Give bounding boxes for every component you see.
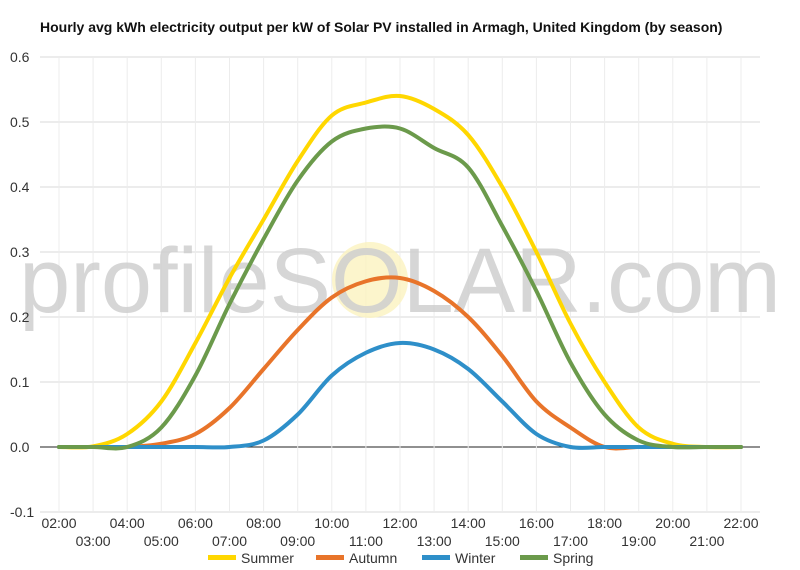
x-tick-label: 02:00: [41, 515, 76, 531]
x-tick-label: 05:00: [144, 533, 179, 549]
x-tick-label: 09:00: [280, 533, 315, 549]
x-tick-label: 21:00: [689, 533, 724, 549]
legend-label-spring: Spring: [553, 550, 593, 566]
chart-title: Hourly avg kWh electricity output per kW…: [40, 19, 723, 35]
x-tick-label: 03:00: [76, 533, 111, 549]
legend-swatch-winter: [422, 555, 450, 560]
legend-swatch-autumn: [316, 555, 344, 560]
x-tick-label: 13:00: [417, 533, 452, 549]
legend-swatch-summer: [208, 555, 236, 560]
series-line-winter: [57, 340, 743, 450]
legend-label-winter: Winter: [455, 550, 496, 566]
x-tick-label: 07:00: [212, 533, 247, 549]
series-line-spring: [57, 124, 743, 451]
y-tick-label: 0.6: [10, 49, 30, 65]
x-tick-label: 10:00: [314, 515, 349, 531]
x-tick-label: 04:00: [110, 515, 145, 531]
x-tick-label: 12:00: [382, 515, 417, 531]
legend: Summer Autumn Winter Spring: [208, 550, 593, 566]
legend-label-summer: Summer: [241, 550, 294, 566]
y-tick-label: 0.3: [10, 244, 30, 260]
x-tick-label: 08:00: [246, 515, 281, 531]
x-tick-label: 19:00: [621, 533, 656, 549]
y-tick-label: 0.2: [10, 309, 30, 325]
x-tick-label: 18:00: [587, 515, 622, 531]
x-tick-label: 17:00: [553, 533, 588, 549]
x-tick-label: 20:00: [655, 515, 690, 531]
x-tick-label: 22:00: [723, 515, 758, 531]
y-tick-label: -0.1: [10, 504, 34, 520]
legend-swatch-spring: [520, 555, 548, 560]
y-tick-label: 0.0: [10, 439, 30, 455]
x-tick-label: 16:00: [519, 515, 554, 531]
y-tick-label: 0.5: [10, 114, 30, 130]
watermark-text: profileSOLAR.com: [19, 230, 781, 332]
series-line-summer: [57, 93, 743, 450]
y-tick-label: 0.4: [10, 179, 30, 195]
y-axis-ticks: -0.1 0.0 0.1 0.2 0.3 0.4 0.5 0.6: [10, 49, 34, 520]
watermark: profileSOLAR.com: [19, 230, 781, 332]
series-lines: [57, 93, 743, 451]
x-tick-label: 15:00: [485, 533, 520, 549]
x-tick-label: 06:00: [178, 515, 213, 531]
y-tick-label: 0.1: [10, 374, 30, 390]
legend-label-autumn: Autumn: [349, 550, 397, 566]
x-tick-label: 11:00: [349, 533, 383, 549]
x-tick-label: 14:00: [451, 515, 486, 531]
